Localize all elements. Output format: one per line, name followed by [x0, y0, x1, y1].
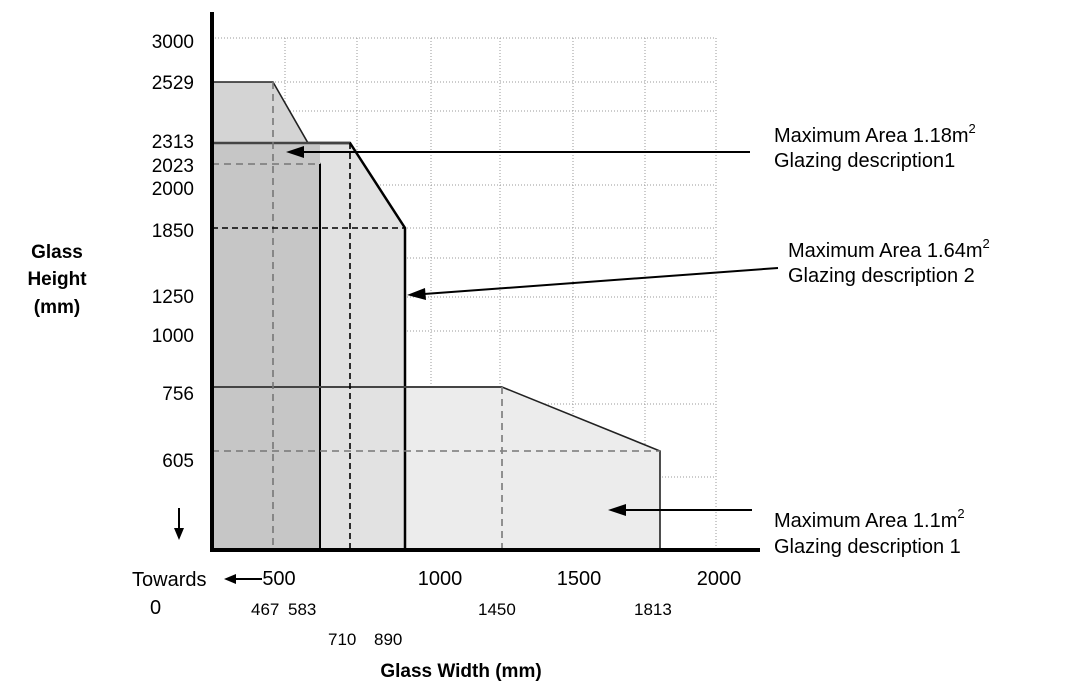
y-tick-label: 756	[162, 384, 194, 405]
x-sub-tick-label: 1450	[478, 600, 516, 619]
y-tick-label: 2313	[152, 132, 194, 153]
y-tick-label: 2529	[152, 73, 194, 94]
y-axis-title-line: Glass	[31, 242, 83, 263]
y-axis-title-line: Height	[27, 269, 87, 290]
y-tick-labels: 3000 2529 2313 2023 2000 1850 1250 1000 …	[152, 32, 194, 472]
glazing-text: Glazing description 1	[774, 536, 961, 558]
max-area-text: Maximum Area 1.18m	[774, 125, 969, 147]
annotation-1: Maximum Area 1.18m2 Glazing description1	[774, 121, 976, 172]
y-tick-label: 2023	[152, 156, 194, 177]
max-area-sup: 2	[969, 121, 976, 136]
annotation-2: Maximum Area 1.64m2 Glazing description …	[788, 236, 990, 287]
max-area-text: Maximum Area 1.64m	[788, 240, 983, 262]
y-tick-label: 1850	[152, 221, 194, 242]
annotation-arrows	[286, 146, 779, 516]
y-tick-label: 1000	[152, 326, 194, 347]
y-tick-label: 605	[162, 451, 194, 472]
x-tick-labels: 500 1000 1500 2000	[262, 568, 741, 590]
x-sub-tick-label: 710	[328, 630, 356, 649]
x-sub-tick-labels: 467 583 1450 1813 710 890	[251, 600, 672, 649]
left-arrow-icon	[224, 574, 262, 584]
max-area-sup: 2	[957, 506, 964, 521]
svg-text:Maximum Area 1.1m2: Maximum Area 1.1m2	[774, 506, 965, 532]
y-axis-title-line: (mm)	[34, 297, 80, 318]
y-tick-label: 3000	[152, 32, 194, 53]
glazing-text: Glazing description1	[774, 150, 955, 172]
x-tick-label: 1500	[557, 568, 602, 590]
svg-text:Maximum Area 1.18m2: Maximum Area 1.18m2	[774, 121, 976, 147]
reference-dashes	[212, 82, 660, 550]
annotation-3: Maximum Area 1.1m2 Glazing description 1	[774, 506, 965, 558]
x-sub-tick-label: 467	[251, 600, 279, 619]
y-tick-label: 1250	[152, 287, 194, 308]
y-tick-label: 2000	[152, 179, 194, 200]
towards-zero-label: 0	[150, 597, 161, 619]
x-sub-tick-label: 583	[288, 600, 316, 619]
x-tick-label: 1000	[418, 568, 463, 590]
svg-text:Maximum Area 1.64m2: Maximum Area 1.64m2	[788, 236, 990, 262]
x-tick-label: 500	[262, 568, 295, 590]
overlap-fill	[212, 143, 320, 550]
x-axis-title: Glass Width (mm)	[380, 661, 541, 682]
envelope-regions	[212, 81, 661, 550]
x-tick-label: 2000	[697, 568, 742, 590]
max-area-text: Maximum Area 1.1m	[774, 510, 957, 532]
x-sub-tick-label: 1813	[634, 600, 672, 619]
glazing-text: Glazing description 2	[788, 265, 975, 287]
down-arrow-icon	[174, 508, 184, 540]
max-area-sup: 2	[983, 236, 990, 251]
towards-label: Towards	[132, 569, 206, 591]
y-axis-title: Glass Height (mm)	[27, 242, 87, 318]
x-sub-tick-label: 890	[374, 630, 402, 649]
